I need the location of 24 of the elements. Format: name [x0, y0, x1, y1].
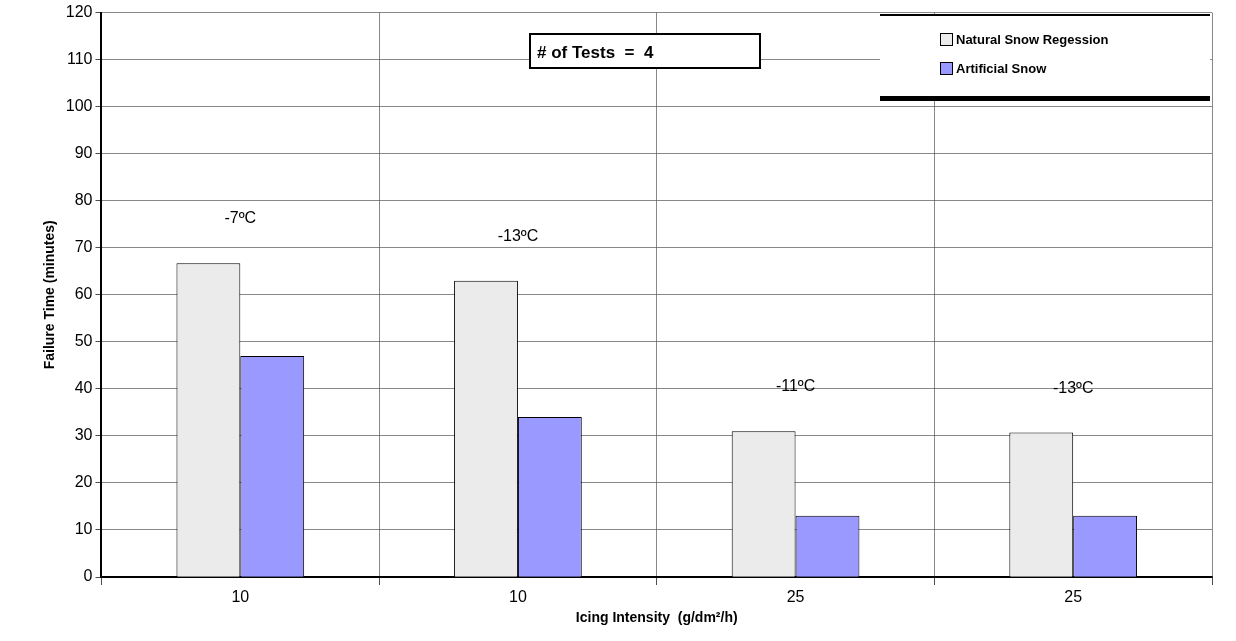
y-tick-label: 10	[74, 520, 93, 538]
y-tick-label: 90	[74, 144, 93, 162]
annotation: -11ºC	[775, 377, 816, 395]
y-tick-label: 40	[74, 379, 93, 397]
y-axis-title: Failure Time (minutes)	[41, 220, 58, 370]
y-tick-label: 100	[65, 97, 93, 115]
x-tick-label: 25	[786, 588, 805, 606]
annotation: -13ºC	[497, 226, 539, 244]
y-tick-label: 110	[66, 50, 93, 68]
x-tick-label: 25	[1064, 588, 1083, 606]
y-tick-label: 20	[74, 473, 93, 491]
y-tick-label: 0	[83, 567, 93, 585]
y-tick-label: 30	[74, 426, 93, 444]
y-tick-label: 120	[65, 3, 93, 21]
note-box: # of Tests = 4	[529, 33, 761, 69]
x-tick-label: 10	[231, 588, 250, 606]
x-tick-label: 10	[509, 588, 527, 606]
annotation: -7ºC	[224, 209, 257, 227]
y-tick-label: 50	[74, 332, 93, 350]
y-tick-label: 80	[74, 191, 93, 209]
y-tick-label: 70	[74, 238, 93, 256]
y-tick-label: 60	[74, 285, 93, 303]
annotation: -13ºC	[1052, 378, 1094, 396]
x-axis-title: Icing Intensity (g/dm²/h)	[575, 609, 738, 626]
